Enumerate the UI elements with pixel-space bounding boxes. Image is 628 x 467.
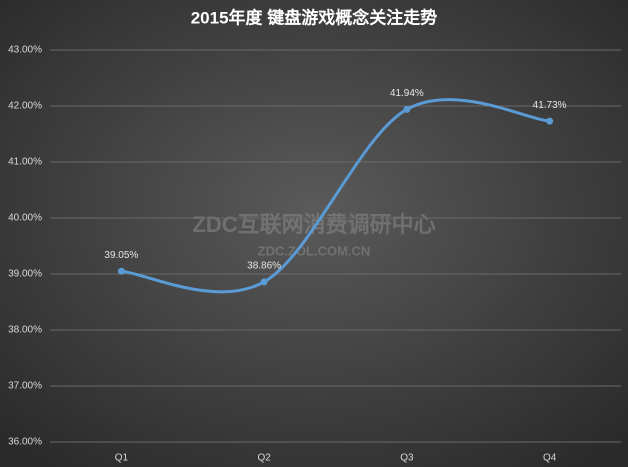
y-tick-label: 36.00%	[8, 437, 42, 448]
point	[260, 278, 268, 286]
y-tick-label: 37.00%	[8, 381, 42, 392]
chart-title: 2015年度 键盘游戏概念关注走势	[191, 7, 438, 27]
watermark-url: ZDC.ZOL.COM.CN	[258, 243, 371, 258]
y-tick-label: 41.00%	[8, 157, 42, 168]
y-tick-label: 39.00%	[8, 269, 42, 280]
point	[403, 105, 411, 113]
y-tick-label: 43.00%	[8, 45, 42, 56]
value-label: 39.05%	[104, 250, 138, 261]
y-tick-label: 42.00%	[8, 101, 42, 112]
x-tick-label: Q1	[115, 453, 129, 464]
point	[546, 117, 554, 125]
watermark: ZDC互联网消费调研中心	[192, 212, 435, 237]
x-tick-label: Q4	[543, 453, 557, 464]
line	[119, 98, 552, 294]
x-tick-label: Q3	[400, 453, 414, 464]
value-label: 41.94%	[390, 88, 424, 99]
value-label: 41.73%	[533, 100, 567, 111]
y-tick-label: 40.00%	[8, 213, 42, 224]
point	[117, 267, 125, 275]
value-label: 38.86%	[247, 260, 281, 271]
y-tick-label: 38.00%	[8, 325, 42, 336]
x-tick-label: Q2	[257, 453, 271, 464]
